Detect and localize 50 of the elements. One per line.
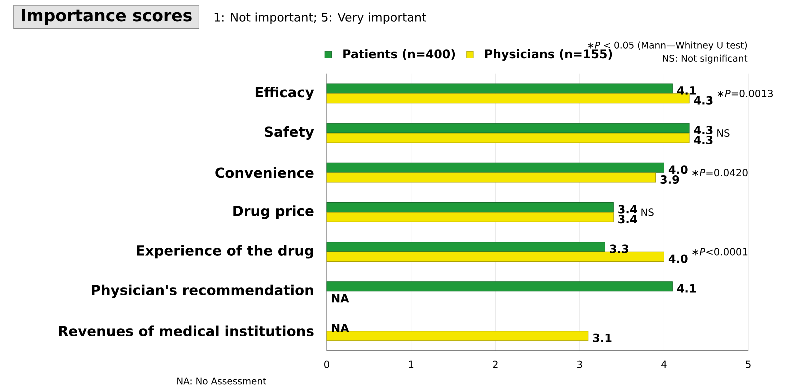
y-tick-label: Experience of the drug: [137, 245, 314, 259]
annotation: ∗P=0.0013: [718, 90, 773, 98]
x-tick-label: 1: [409, 360, 414, 368]
data-label: 4.1: [677, 86, 696, 95]
data-label: 3.4: [618, 215, 638, 224]
text: NA: No Assessment: [178, 378, 266, 385]
data-label: 4.0: [668, 254, 688, 264]
text: Importance scores: [22, 10, 192, 26]
bar: [326, 172, 656, 183]
bar: [326, 282, 673, 292]
x-tick-label: 0: [324, 360, 330, 368]
annotation: NS: [642, 208, 654, 216]
y-tick-label: Physician's recommendation: [92, 284, 314, 298]
y-tick-label: Convenience: [216, 168, 314, 178]
annotation: ∗P<0.0001: [692, 248, 748, 256]
legend-label: Physicians (n=155): [485, 50, 612, 62]
bar: [326, 94, 690, 104]
data-label: 3.3: [610, 244, 628, 254]
bar: [326, 84, 673, 94]
data-label: 3.9: [660, 176, 680, 184]
data-label: 4.3: [694, 126, 713, 135]
bar: [326, 331, 589, 342]
data-label: 4.1: [677, 284, 696, 293]
x-tick-label: 4: [662, 360, 667, 368]
annotation: ∗P=0.0420: [692, 169, 748, 177]
bar: [326, 123, 690, 134]
y-tick-label: Revenues of medical institutions: [59, 326, 314, 337]
annotation: NS: [718, 130, 730, 138]
y-tick-label: Drug price: [234, 206, 314, 220]
bar: [326, 133, 690, 144]
bar: [326, 162, 665, 173]
data-label: 4.0: [668, 166, 688, 174]
y-tick-label: Safety: [265, 126, 314, 140]
bar: [326, 252, 665, 262]
legend-label: Patients (n=400): [344, 50, 456, 60]
data-label: 3.4: [618, 205, 638, 214]
text: NA: [332, 294, 350, 303]
y-tick-label: Efficacy: [256, 87, 314, 101]
x-tick-label: 2: [493, 360, 498, 368]
text: NS: Not significant: [663, 54, 748, 64]
x-tick-label: 5: [746, 360, 751, 368]
text: NA: [332, 324, 350, 332]
bar: [326, 202, 614, 213]
data-label: 4.3: [694, 96, 713, 105]
chart-subtitle: 1: Not important; 5: Very important: [214, 12, 426, 24]
bar: [326, 242, 606, 252]
x-tick-label: 3: [578, 360, 582, 368]
data-label: 3.1: [593, 334, 612, 342]
data-label: 4.3: [694, 136, 713, 145]
bar: [326, 212, 614, 222]
